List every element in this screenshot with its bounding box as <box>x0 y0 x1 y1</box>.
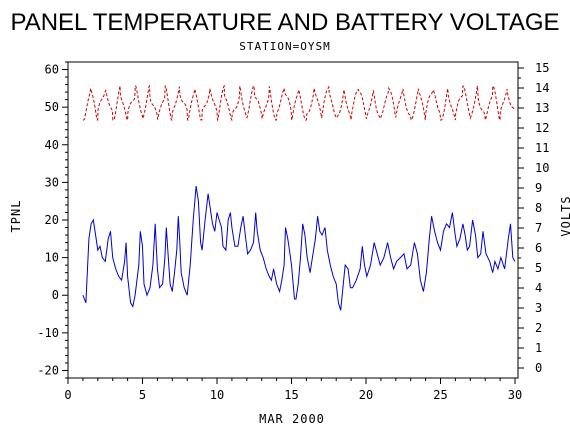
right-y-tick-label: 2 <box>535 321 542 335</box>
left-y-tick-label: 40 <box>45 138 59 152</box>
x-tick-label: 5 <box>139 388 146 402</box>
battery-voltage-series-line <box>82 84 516 122</box>
left-y-tick-label: 10 <box>45 251 59 265</box>
left-y-tick-label: 20 <box>45 213 59 227</box>
right-y-tick-label: 1 <box>535 341 542 355</box>
left-y-tick-label: 50 <box>45 100 59 114</box>
chart-title: PANEL TEMPERATURE AND BATTERY VOLTAGE <box>10 9 559 36</box>
right-y-tick-label: 10 <box>535 161 549 175</box>
chart-subtitle: STATION=OYSM <box>239 40 330 53</box>
left-y-axis: -20 -10 0 10 20 30 40 50 60 <box>37 61 68 379</box>
right-y-tick-label: 9 <box>535 181 542 195</box>
right-y-axis-title: VOLTS <box>559 195 570 236</box>
x-tick-label: 0 <box>64 388 71 402</box>
right-y-tick-label: 4 <box>535 281 542 295</box>
x-tick-label: 25 <box>433 388 447 402</box>
left-y-tick-label: 0 <box>52 288 59 302</box>
temperature-series-line <box>82 186 516 311</box>
right-y-tick-label: 3 <box>535 301 542 315</box>
right-y-tick-label: 12 <box>535 121 549 135</box>
x-axis-title: MAR 2000 <box>259 412 325 426</box>
series-layer <box>82 84 516 311</box>
left-y-tick-label: -20 <box>37 363 59 377</box>
x-tick-label: 20 <box>359 388 373 402</box>
left-y-tick-label: 60 <box>45 63 59 77</box>
right-y-tick-label: 5 <box>535 261 542 275</box>
left-y-tick-label: -10 <box>37 326 59 340</box>
right-y-tick-label: 7 <box>535 221 542 235</box>
right-y-tick-label: 11 <box>535 141 549 155</box>
x-tick-label: 30 <box>508 388 522 402</box>
right-y-tick-label: 15 <box>535 61 549 75</box>
right-y-tick-label: 8 <box>535 201 542 215</box>
right-y-tick-label: 0 <box>535 361 542 375</box>
x-axis: 0 5 10 15 20 25 30 <box>64 378 522 402</box>
left-y-tick-label: 30 <box>45 175 59 189</box>
right-y-tick-label: 6 <box>535 241 542 255</box>
right-y-tick-label: 13 <box>535 101 549 115</box>
x-tick-label: 10 <box>210 388 224 402</box>
x-tick-label: 15 <box>284 388 298 402</box>
left-y-axis-title: TPNL <box>9 200 23 233</box>
right-y-tick-label: 14 <box>535 81 549 95</box>
